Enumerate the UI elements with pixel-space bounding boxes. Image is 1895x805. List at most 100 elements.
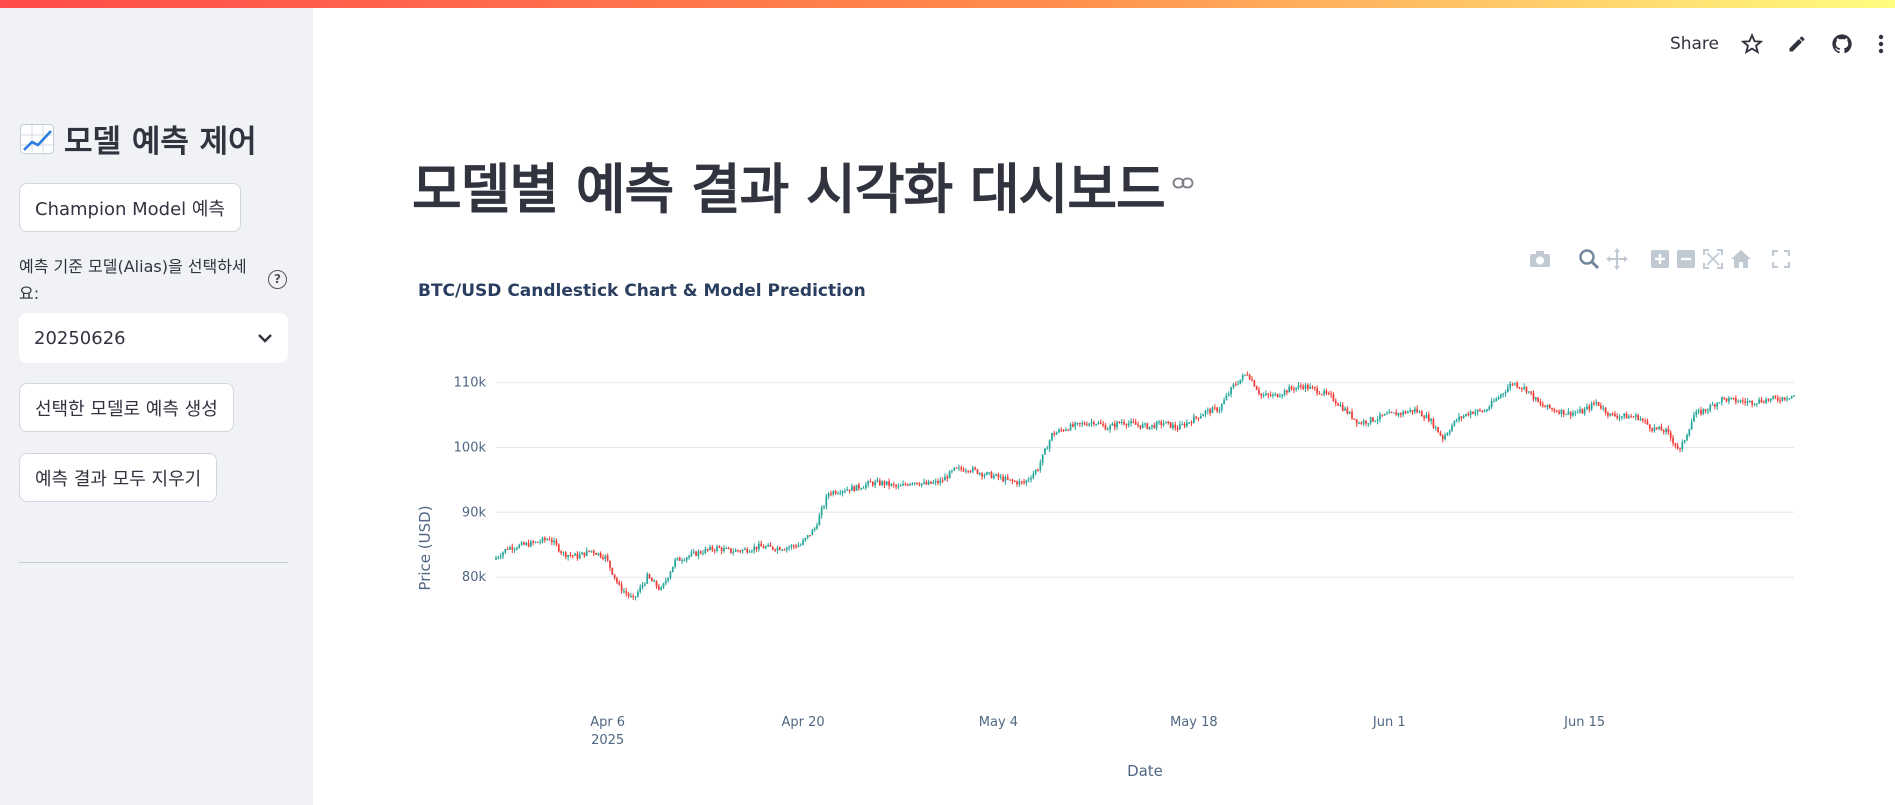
candle-body [1420, 411, 1423, 417]
candle-body [634, 596, 637, 598]
candle-body [969, 471, 972, 473]
candle-body [895, 484, 897, 487]
candle-body [920, 483, 923, 486]
candle-body [1669, 432, 1672, 439]
reset-icon[interactable] [1730, 249, 1752, 269]
candle-body [934, 481, 937, 483]
candle-body [1737, 401, 1740, 403]
candle-body [1590, 403, 1593, 410]
candle-body [662, 583, 665, 588]
candle-body [1788, 398, 1791, 400]
zoom-icon[interactable] [1578, 248, 1600, 270]
candle-body [597, 553, 600, 555]
chart-modebar [1528, 248, 1796, 270]
candle-body [650, 578, 653, 582]
candle-body [641, 585, 644, 587]
candle-body [518, 544, 521, 549]
candle-body [988, 472, 991, 474]
candle-body [1383, 413, 1386, 416]
candle-body [1216, 407, 1218, 412]
clear-predictions-button[interactable]: 예측 결과 모두 지우기 [19, 453, 218, 502]
candle-body [1751, 400, 1754, 405]
candle-body [1006, 477, 1009, 480]
candle-body [502, 552, 504, 557]
x-tick-label: Jun 1 [1372, 715, 1406, 730]
candle-body [1078, 422, 1081, 424]
pan-icon[interactable] [1606, 248, 1628, 270]
candle-body [1365, 420, 1367, 424]
candle-body [1783, 397, 1786, 400]
candle-body [685, 557, 688, 561]
candle-body [1381, 414, 1384, 416]
candle-body [543, 537, 546, 540]
candle-body [1011, 479, 1014, 482]
candle-body [653, 580, 656, 582]
model-alias-select[interactable]: 20250626 [19, 313, 288, 363]
candle-body [1330, 393, 1332, 395]
candle-body [1569, 411, 1572, 416]
candle-body [1623, 413, 1626, 417]
zoom-out-icon[interactable] [1676, 249, 1696, 269]
candle-body [1667, 428, 1670, 433]
candle-body [1702, 409, 1705, 415]
more-vert-icon[interactable] [1877, 33, 1885, 55]
github-icon[interactable] [1831, 33, 1853, 55]
help-icon[interactable]: ? [268, 270, 287, 289]
candle-body [1634, 415, 1637, 418]
candle-body [1600, 405, 1602, 409]
candlestick-chart[interactable]: 80k 90k 100k 110k Apr 6 2025 Apr 20 May 4 May 1… [400, 360, 1820, 790]
candle-body [1637, 415, 1640, 420]
candle-body [1432, 419, 1435, 428]
app-toolbar: Share [1670, 28, 1895, 60]
candle-body [739, 550, 742, 552]
candle-body [844, 490, 846, 492]
candle-body [1123, 422, 1125, 425]
candle-body [690, 552, 693, 556]
candle-body [960, 467, 963, 470]
candle-body [1037, 470, 1039, 472]
share-button[interactable]: Share [1669, 34, 1719, 54]
candle-body [1469, 411, 1472, 416]
autoscale-icon[interactable] [1702, 248, 1724, 270]
candle-body [583, 552, 586, 556]
candle-body [1309, 386, 1312, 389]
candle-body [755, 546, 758, 550]
candle-body [1358, 422, 1360, 424]
candle-body [1697, 410, 1700, 412]
candle-body [1295, 387, 1298, 390]
candle-body [1409, 410, 1412, 412]
candle-body [1767, 399, 1770, 401]
candle-body [1616, 416, 1619, 418]
x-axis-title: Date [1127, 762, 1163, 780]
zoom-in-icon[interactable] [1650, 249, 1670, 269]
candle-body [1595, 401, 1598, 404]
camera-icon[interactable] [1528, 249, 1552, 269]
predict-selected-model-button[interactable]: 선택한 모델로 예측 생성 [19, 383, 234, 432]
candle-body [1548, 404, 1551, 409]
candle-body [1209, 409, 1212, 414]
champion-model-button[interactable]: Champion Model 예측 [19, 183, 241, 232]
candle-body [590, 550, 593, 552]
candle-body [1002, 476, 1004, 482]
candle-body [534, 541, 537, 543]
candle-body [1423, 416, 1426, 419]
candle-body [904, 483, 907, 485]
candle-body [532, 541, 535, 543]
fullscreen-icon[interactable] [1772, 250, 1790, 268]
candle-body [1137, 424, 1139, 426]
edit-icon[interactable] [1787, 34, 1807, 54]
link-icon[interactable] [1172, 176, 1194, 190]
candle-body [655, 580, 658, 587]
candle-body [1355, 419, 1358, 424]
model-select-label: 예측 기준 모델(Alias)을 선택하세요: [19, 257, 247, 303]
candle-body [858, 484, 860, 489]
candle-body [1618, 416, 1621, 418]
candle-body [737, 550, 739, 552]
candle-body [734, 550, 737, 552]
candle-body [753, 546, 756, 551]
candle-body [1448, 430, 1451, 434]
candle-body [1018, 481, 1021, 485]
candle-body [611, 567, 614, 575]
star-icon[interactable] [1741, 33, 1763, 55]
candle-body [860, 488, 863, 490]
